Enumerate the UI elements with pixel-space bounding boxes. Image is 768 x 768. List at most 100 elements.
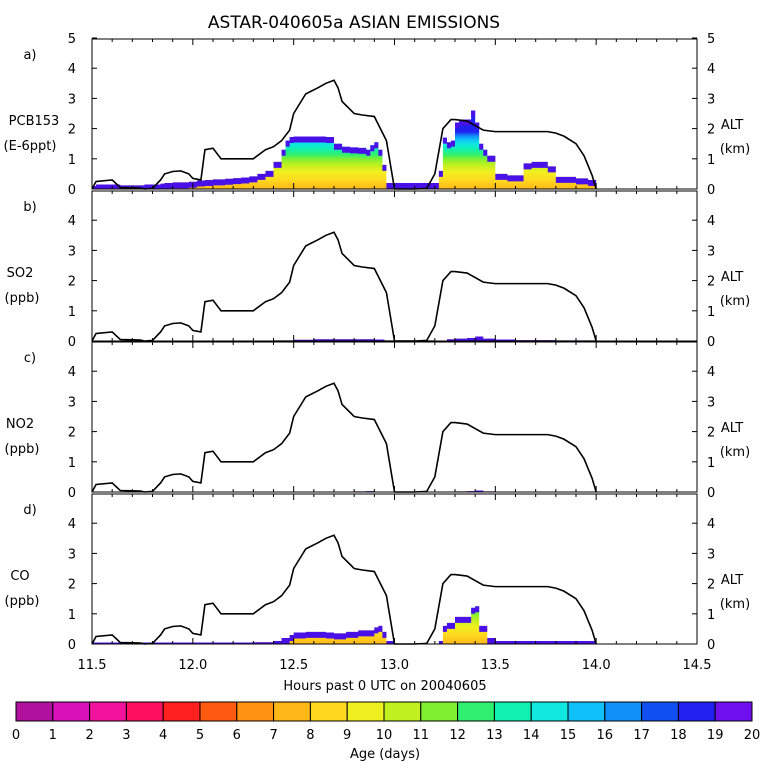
panel-letter: d) xyxy=(23,503,36,518)
y-tick-label-right: 0 xyxy=(707,638,715,653)
x-tick-label: 13.5 xyxy=(481,658,510,673)
colorbar-tick-label: 12 xyxy=(449,728,466,743)
colorbar-tick-label: 4 xyxy=(159,728,167,743)
colorbar-cell xyxy=(346,701,385,722)
y-tick-label-right: 0 xyxy=(707,183,715,198)
y-tick-label-right: 4 xyxy=(707,62,715,77)
alt-label: ALT xyxy=(721,118,743,133)
colorbar-cell xyxy=(383,701,422,722)
colorbar-cell xyxy=(677,701,716,722)
x-tick-label: 12.0 xyxy=(178,658,207,673)
colorbar-tick-label: 18 xyxy=(670,728,687,743)
colorbar-tick-label: 1 xyxy=(49,728,57,743)
colorbar-tick-label: 19 xyxy=(707,728,724,743)
y-tick-label-left: 2 xyxy=(68,578,76,593)
colorbar-cell xyxy=(493,701,532,722)
oldest-age-band-pcb153 xyxy=(92,110,597,189)
y-tick-label-right: 2 xyxy=(707,275,715,290)
colorbar-tick-label: 17 xyxy=(633,728,650,743)
alt-units-label: (km) xyxy=(720,445,750,460)
colorbar-tick-label: 6 xyxy=(233,728,241,743)
y-tick-label-left: 1 xyxy=(68,456,76,471)
y-tick-label-left: 3 xyxy=(68,395,76,410)
panels-group: 0 0 1 1 2 2 3 3 4 4 5 5 a) PCB153 (E-6ppt) ALT (km) 0 0 1 1 2… xyxy=(4,32,751,653)
altitude-line-pcb153 xyxy=(91,79,597,190)
alt-label: ALT xyxy=(721,270,743,285)
species-label: CO xyxy=(10,569,29,584)
panel-so2: 0 0 1 1 2 2 3 3 4 4 b) SO2 (ppb) ALT (km) xyxy=(5,190,750,350)
colorbar-cell xyxy=(714,701,753,722)
colorbar-cell xyxy=(236,701,275,722)
colorbar-label: Age (days) xyxy=(350,747,420,762)
y-tick-label-left: 0 xyxy=(68,638,76,653)
colorbar-tick-label: 10 xyxy=(376,728,393,743)
alt-label: ALT xyxy=(721,573,743,588)
colorbar-cell xyxy=(273,701,311,722)
x-tick-labels: 11.5 12.0 12.5 13.0 13.5 14.0 14.5 xyxy=(78,658,712,673)
colorbar-tick-label: 16 xyxy=(597,728,614,743)
y-tick-label-left: 2 xyxy=(68,275,76,290)
y-tick-label-left: 4 xyxy=(68,62,76,77)
colorbar-cell xyxy=(309,701,348,722)
y-tick-label-left: 4 xyxy=(68,214,76,229)
colorbar-tick-label: 20 xyxy=(744,728,761,743)
y-tick-label-left: 3 xyxy=(68,244,76,259)
y-tick-label-right: 1 xyxy=(707,305,715,320)
concentration-area-co xyxy=(92,606,597,644)
altitude-line-so2 xyxy=(91,231,597,342)
colorbar-tick-label: 7 xyxy=(269,728,277,743)
x-tick-label: 13.0 xyxy=(380,658,409,673)
colorbar-tick-label: 3 xyxy=(122,728,130,743)
y-tick-label-left: 0 xyxy=(68,335,76,350)
y-tick-label-right: 5 xyxy=(707,32,715,47)
species-label: SO2 xyxy=(7,266,34,281)
colorbar-tick-label: 9 xyxy=(343,728,351,743)
colorbar-tick-label: 15 xyxy=(560,728,577,743)
y-tick-label-right: 1 xyxy=(707,456,715,471)
colorbar-cell xyxy=(567,701,606,722)
panel-frame-pcb153 xyxy=(91,38,698,190)
x-axis-label: Hours past 0 UTC on 20040605 xyxy=(283,679,486,694)
y-tick-label-left: 1 xyxy=(68,305,76,320)
y-tick-label-left: 3 xyxy=(68,547,76,562)
y-tick-label-left: 4 xyxy=(68,365,76,380)
units-label: (ppb) xyxy=(5,291,40,306)
panel-letter: b) xyxy=(23,200,36,215)
x-tick-label: 14.5 xyxy=(683,658,712,673)
x-tick-label: 14.0 xyxy=(582,658,611,673)
species-label: NO2 xyxy=(6,417,34,432)
colorbar-cell xyxy=(530,701,569,722)
x-tick-label: 12.5 xyxy=(279,658,308,673)
y-tick-label-left: 4 xyxy=(68,517,76,532)
y-tick-label-left: 0 xyxy=(68,183,76,198)
x-tick-label: 11.5 xyxy=(78,658,107,673)
panel-letter: c) xyxy=(24,351,36,366)
panel-letter: a) xyxy=(23,48,36,63)
colorbar-cell xyxy=(457,701,495,722)
y-tick-label-right: 3 xyxy=(707,395,715,410)
units-label: (E-6ppt) xyxy=(4,139,57,154)
colorbar: 0 1 2 3 4 5 6 7 8 9 10 11 12 13 14 15 16 17 18 19 20 xyxy=(12,701,761,743)
y-tick-label-left: 2 xyxy=(68,426,76,441)
y-tick-label-right: 3 xyxy=(707,92,715,107)
altitude-line-no2 xyxy=(91,382,597,493)
chart-title: ASTAR-040605a ASIAN EMISSIONS xyxy=(208,13,500,33)
y-tick-label-right: 2 xyxy=(707,426,715,441)
y-tick-label-left: 1 xyxy=(68,608,76,623)
panel-pcb153: 0 0 1 1 2 2 3 3 4 4 5 5 a) PCB153 (E-6ppt) ALT (km) xyxy=(4,32,751,198)
y-tick-label-right: 4 xyxy=(707,365,715,380)
panel-no2: 0 0 1 1 2 2 3 3 4 4 c) NO2 (ppb) ALT (km) xyxy=(5,341,750,501)
y-tick-label-left: 3 xyxy=(68,92,76,107)
alt-units-label: (km) xyxy=(720,597,750,612)
units-label: (ppb) xyxy=(5,594,40,609)
y-tick-label-right: 1 xyxy=(707,608,715,623)
alt-units-label: (km) xyxy=(720,142,750,157)
colorbar-tick-label: 5 xyxy=(196,728,204,743)
alt-label: ALT xyxy=(721,421,743,436)
y-tick-label-right: 2 xyxy=(707,123,715,138)
units-label: (ppb) xyxy=(5,442,40,457)
panel-co: 0 0 1 1 2 2 3 3 4 4 d) CO (ppb) ALT (km) xyxy=(5,493,750,653)
y-tick-label-right: 3 xyxy=(707,547,715,562)
